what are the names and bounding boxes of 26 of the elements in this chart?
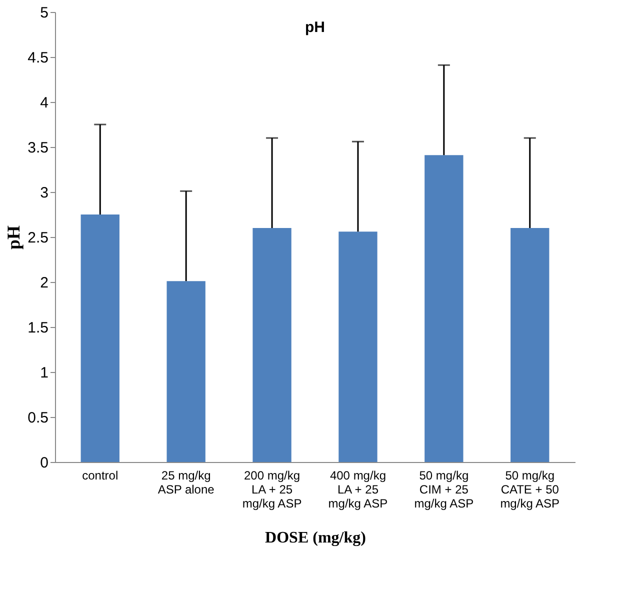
y-tick-label: 3 [40,184,48,202]
y-axis-title: pH [4,225,24,250]
y-tick-label: 2 [40,274,48,292]
bar [80,214,120,462]
y-tick-label: 4.5 [28,50,48,66]
bar [252,228,292,462]
x-tick-label: 50 mg/kg CIM + 25 mg/kg ASP [414,468,474,510]
x-tick-label: 25 mg/kg ASP alone [158,468,215,496]
bar [424,155,464,462]
y-tick-label: 0.5 [28,410,48,426]
y-tick-label: 1.5 [28,320,48,336]
y-tick-label: 2.5 [28,230,48,246]
chart-title: pH [305,19,325,36]
x-tick-label: 400 mg/kg LA + 25 mg/kg ASP [328,468,388,510]
bar [166,281,206,462]
y-tick-label: 5 [40,4,48,22]
bar [510,228,550,462]
y-tick-label: 1 [40,364,48,382]
y-tick-label: 0 [40,454,48,472]
y-tick-label: 3.5 [28,140,48,156]
x-tick-label: 50 mg/kg CATE + 50 mg/kg ASP [500,468,560,510]
x-axis-title: DOSE (mg/kg) [265,530,366,546]
bar [338,232,378,462]
x-tick-label: control [82,468,118,482]
y-tick-label: 4 [40,94,48,112]
x-tick-label: 200 mg/kg LA + 25 mg/kg ASP [242,468,302,510]
